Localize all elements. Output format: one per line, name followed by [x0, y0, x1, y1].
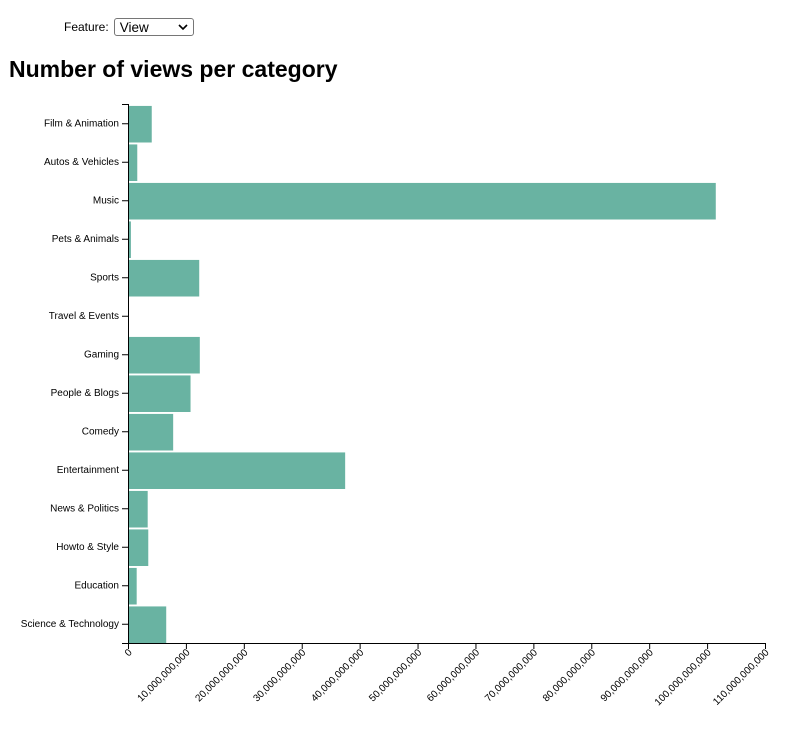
- x-tick-label: 30,000,000,000: [251, 647, 308, 704]
- x-tick: 20,000,000,000: [194, 643, 251, 704]
- chevron-down-icon: [178, 24, 188, 31]
- y-tick: Music: [93, 195, 128, 206]
- y-tick: People & Blogs: [51, 388, 128, 399]
- x-axis-line: [128, 643, 766, 649]
- y-tick-label: Travel & Events: [49, 311, 119, 322]
- bar: [128, 259, 200, 297]
- y-tick-label: News & Politics: [50, 503, 119, 514]
- bar: [128, 144, 138, 181]
- bar: [128, 490, 148, 528]
- y-tick-label: Autos & Vehicles: [44, 157, 119, 168]
- x-tick: 60,000,000,000: [425, 643, 482, 704]
- y-tick-label: Comedy: [82, 426, 119, 437]
- x-tick: 80,000,000,000: [541, 643, 598, 704]
- x-tick-label: 70,000,000,000: [483, 647, 540, 704]
- x-tick-label: 20,000,000,000: [194, 647, 251, 704]
- x-tick: 70,000,000,000: [483, 643, 540, 704]
- bar: [128, 606, 167, 643]
- x-tick: 10,000,000,000: [136, 643, 193, 704]
- bar: [128, 221, 131, 258]
- y-axis-line: [122, 104, 129, 644]
- y-tick: Education: [75, 580, 128, 591]
- bar: [128, 105, 152, 143]
- bar: [128, 452, 346, 489]
- x-tick-label: 50,000,000,000: [367, 647, 424, 704]
- y-tick: Autos & Vehicles: [44, 157, 128, 168]
- y-tick: Science & Technology: [21, 619, 128, 630]
- y-tick-label: Science & Technology: [21, 619, 119, 630]
- bar: [128, 413, 174, 451]
- y-tick-label: Sports: [90, 272, 119, 283]
- x-tick: 0: [123, 643, 135, 659]
- y-tick: Gaming: [84, 349, 128, 360]
- y-tick: Howto & Style: [56, 542, 128, 553]
- y-tick: Film & Animation: [44, 118, 128, 129]
- bar: [128, 567, 137, 605]
- x-tick-label: 110,000,000,000: [711, 647, 772, 708]
- y-tick-label: People & Blogs: [51, 388, 119, 399]
- y-tick: Sports: [90, 272, 128, 283]
- x-tick: 40,000,000,000: [309, 643, 367, 704]
- x-tick-label: 40,000,000,000: [309, 647, 366, 704]
- bar: [128, 375, 191, 412]
- x-tick: 100,000,000,000: [653, 643, 714, 708]
- bar: [128, 182, 716, 220]
- bars-group: [128, 105, 716, 643]
- bar: [128, 529, 149, 566]
- y-tick: Pets & Animals: [52, 234, 128, 245]
- y-tick-label: Education: [75, 580, 119, 591]
- x-tick: 30,000,000,000: [251, 643, 309, 704]
- y-axis: Film & Animation Autos & Vehicles Music Pet…: [21, 104, 129, 644]
- x-tick-label: 100,000,000,000: [653, 647, 714, 708]
- x-tick: 50,000,000,000: [367, 643, 424, 704]
- feature-label: Feature:: [64, 20, 109, 34]
- y-tick: Travel & Events: [49, 311, 128, 322]
- x-tick: 110,000,000,000: [711, 643, 772, 708]
- feature-control: Feature: View: [64, 17, 194, 37]
- x-tick-label: 90,000,000,000: [599, 647, 656, 704]
- x-tick: 90,000,000,000: [599, 643, 656, 704]
- y-tick: News & Politics: [50, 503, 128, 514]
- x-axis: 0 10,000,000,000 20,000,000,000 30,000,000,…: [123, 643, 772, 708]
- bar: [128, 336, 200, 374]
- y-tick: Comedy: [82, 426, 128, 437]
- y-tick-label: Pets & Animals: [52, 234, 119, 245]
- y-tick-label: Howto & Style: [56, 542, 119, 553]
- y-tick: Entertainment: [57, 465, 128, 476]
- y-tick-label: Entertainment: [57, 465, 119, 476]
- chart-title: Number of views per category: [9, 56, 338, 82]
- x-tick-label: 60,000,000,000: [425, 647, 482, 704]
- x-tick-label: 80,000,000,000: [541, 647, 598, 704]
- feature-select[interactable]: View: [113, 18, 194, 36]
- y-tick-label: Gaming: [84, 349, 119, 360]
- y-tick-label: Music: [93, 195, 119, 206]
- x-tick-label: 10,000,000,000: [136, 647, 193, 704]
- feature-select-value: View: [119, 19, 149, 35]
- y-tick-label: Film & Animation: [44, 118, 119, 129]
